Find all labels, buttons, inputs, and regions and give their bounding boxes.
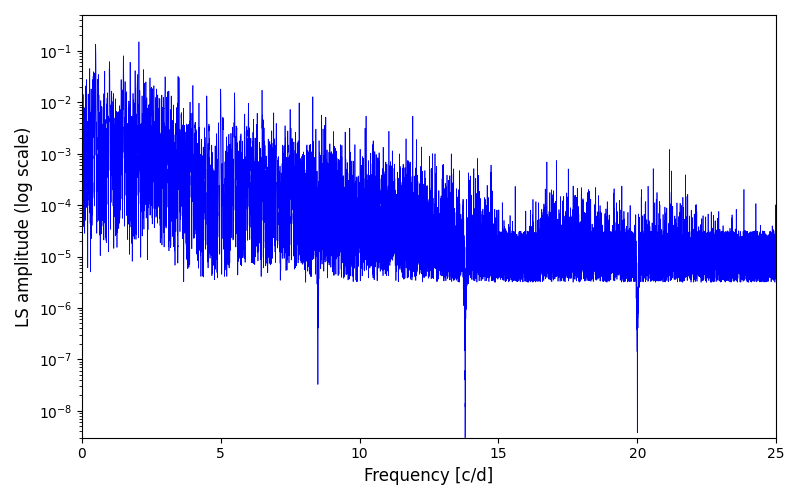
- Y-axis label: LS amplitude (log scale): LS amplitude (log scale): [15, 126, 33, 326]
- X-axis label: Frequency [c/d]: Frequency [c/d]: [364, 467, 494, 485]
